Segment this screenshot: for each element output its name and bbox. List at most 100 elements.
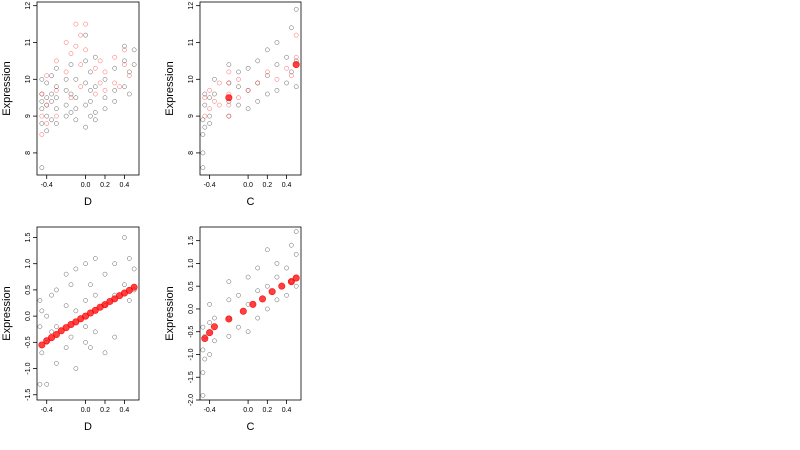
data-point-s0 bbox=[49, 99, 54, 104]
data-point-s0 bbox=[92, 54, 98, 60]
data-point-s0 bbox=[54, 324, 59, 329]
data-point-s0 bbox=[39, 308, 45, 314]
data-point-s0 bbox=[102, 106, 108, 112]
data-point-s0 bbox=[102, 76, 108, 82]
data-point-s0 bbox=[68, 91, 74, 97]
data-point-s0 bbox=[202, 102, 208, 108]
data-point-s0 bbox=[63, 113, 69, 119]
y-tick-label: -1.0 bbox=[25, 362, 32, 374]
data-point-s0 bbox=[245, 274, 251, 280]
data-point-s0 bbox=[264, 47, 270, 53]
data-point-s1 bbox=[226, 102, 232, 108]
data-point-s0 bbox=[293, 7, 299, 12]
x-tick-label: 0.0 bbox=[81, 182, 91, 189]
data-point-s0 bbox=[264, 306, 270, 312]
data-point-s0 bbox=[236, 84, 241, 90]
data-point-s0 bbox=[274, 261, 280, 266]
y-tick-label: 0.0 bbox=[188, 304, 195, 314]
x-axis-title: C bbox=[247, 421, 255, 433]
data-point-s1 bbox=[207, 106, 212, 112]
highlight-point-s1 bbox=[38, 341, 46, 349]
chart-top-right: -0.4 0.0 0.2 0.4 8 9 10 11 12 C Expression bbox=[164, 1, 302, 208]
data-point-s1 bbox=[226, 80, 232, 86]
data-point-s0 bbox=[44, 80, 50, 86]
data-point-s0 bbox=[83, 261, 88, 267]
y-tick-label: 11 bbox=[25, 39, 32, 46]
data-point-s1 bbox=[236, 76, 241, 82]
y-tick-label: 1.5 bbox=[25, 233, 32, 243]
highlight-point-s1 bbox=[62, 324, 70, 332]
data-point-s0 bbox=[131, 47, 137, 53]
data-point-s1 bbox=[122, 62, 127, 67]
y-tick-label: 0.5 bbox=[188, 281, 195, 291]
data-point-s1 bbox=[54, 113, 59, 119]
data-point-s0 bbox=[200, 393, 206, 398]
y-tick-label: 12 bbox=[25, 2, 32, 10]
highlight-point-s1 bbox=[82, 312, 90, 320]
data-point-s0 bbox=[293, 251, 299, 257]
data-point-s0 bbox=[63, 303, 69, 308]
chart-bottom-left: -0.4 0.0 0.2 0.4 -1.5 -1.0 -0.5 0.0 0.5 1.0 1.5 D Ex… bbox=[1, 226, 140, 433]
y-tick-label: 11 bbox=[188, 39, 195, 46]
data-point-s0 bbox=[39, 165, 45, 170]
y-axis-title: Expression bbox=[164, 286, 176, 340]
data-point-s0 bbox=[207, 95, 212, 101]
data-point-s1 bbox=[202, 95, 208, 101]
data-point-s1 bbox=[293, 32, 299, 38]
data-point-s0 bbox=[226, 62, 232, 67]
data-point-s0 bbox=[68, 62, 74, 67]
data-point-s0 bbox=[44, 113, 50, 119]
data-point-s0 bbox=[54, 84, 59, 90]
data-point-s0 bbox=[255, 288, 261, 294]
data-point-s0 bbox=[68, 282, 74, 288]
chart-top-left: -0.4 0.0 0.2 0.4 8 9 10 11 12 D Expression bbox=[1, 1, 140, 208]
data-point-s0 bbox=[54, 121, 59, 126]
data-point-s0 bbox=[49, 117, 54, 123]
x-tick-label: 0.4 bbox=[282, 407, 292, 414]
data-point-s0 bbox=[63, 76, 69, 82]
data-point-s0 bbox=[73, 95, 79, 101]
y-tick-label: -0.5 bbox=[188, 326, 195, 338]
data-point-s1 bbox=[102, 87, 108, 93]
plot-frame bbox=[36, 226, 140, 401]
data-point-s1 bbox=[73, 21, 79, 27]
data-point-s1 bbox=[226, 69, 232, 75]
data-point-s0 bbox=[39, 99, 45, 104]
data-point-s1 bbox=[102, 69, 108, 75]
data-point-s0 bbox=[245, 65, 251, 71]
y-tick-label: -0.5 bbox=[25, 336, 32, 348]
x-axis-title: D bbox=[84, 196, 92, 208]
plot-frame bbox=[199, 1, 302, 176]
y-tick-label: 10 bbox=[25, 75, 32, 83]
data-point-s0 bbox=[255, 315, 261, 321]
data-point-s0 bbox=[63, 102, 69, 108]
data-point-s1 bbox=[126, 73, 132, 78]
data-point-s0 bbox=[44, 95, 50, 101]
data-point-s0 bbox=[293, 283, 299, 289]
data-point-s0 bbox=[274, 297, 280, 303]
data-point-s1 bbox=[212, 99, 217, 104]
data-point-s0 bbox=[73, 308, 79, 314]
y-tick-label: -1.0 bbox=[188, 348, 195, 360]
data-point-s0 bbox=[83, 298, 88, 303]
data-point-s0 bbox=[207, 302, 212, 307]
data-point-s0 bbox=[112, 99, 118, 104]
data-point-s0 bbox=[284, 54, 289, 60]
data-point-s1 bbox=[78, 62, 84, 67]
data-point-s0 bbox=[92, 117, 98, 123]
data-point-s0 bbox=[63, 345, 69, 350]
y-tick-label: 0.0 bbox=[25, 311, 32, 321]
data-point-s0 bbox=[83, 58, 88, 64]
data-point-s0 bbox=[83, 102, 88, 108]
data-point-s1 bbox=[68, 95, 74, 101]
data-point-s0 bbox=[245, 329, 251, 335]
highlight-point-s1 bbox=[210, 323, 218, 331]
x-tick-label: 0.2 bbox=[262, 182, 272, 189]
data-point-s0 bbox=[49, 292, 54, 298]
highlight-point-s1 bbox=[125, 286, 133, 294]
highlight-point-s1 bbox=[292, 274, 300, 282]
data-point-s0 bbox=[88, 113, 93, 119]
data-point-s0 bbox=[200, 117, 206, 123]
data-point-s0 bbox=[39, 106, 45, 112]
x-tick-label: 0.4 bbox=[282, 182, 292, 189]
